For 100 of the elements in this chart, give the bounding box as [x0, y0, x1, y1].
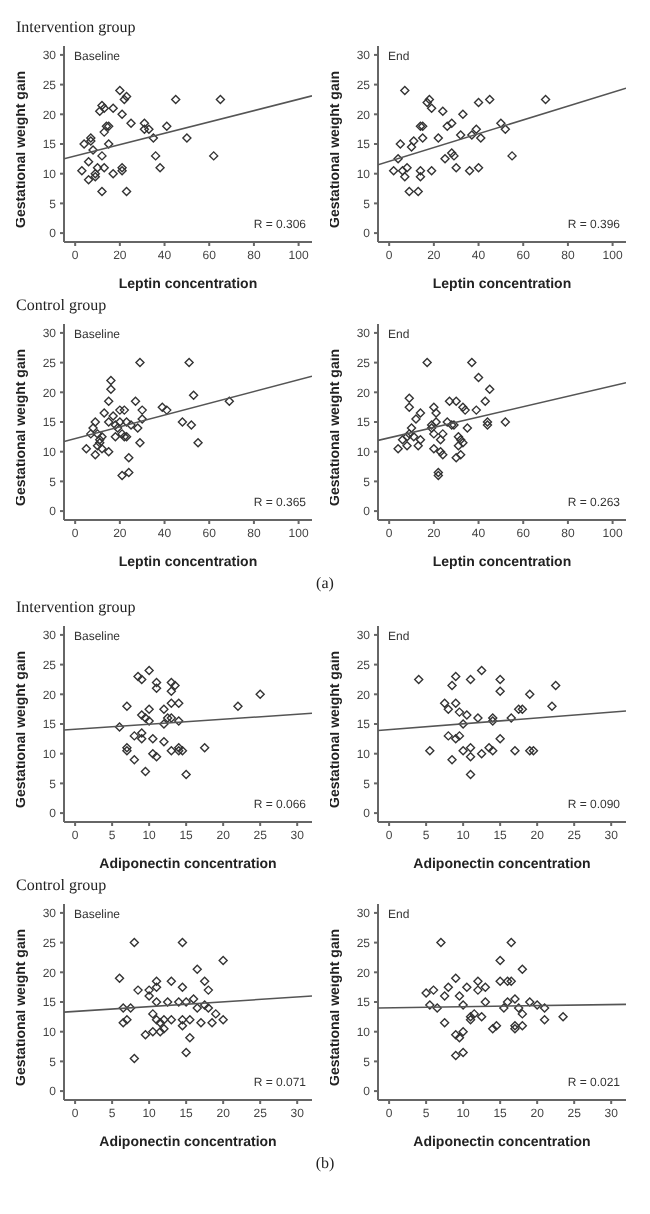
- point: [177, 982, 188, 992]
- point: [117, 109, 127, 119]
- point: [124, 452, 134, 463]
- point: [203, 985, 214, 995]
- point: [97, 444, 107, 454]
- point: [462, 982, 472, 992]
- point: [185, 1032, 195, 1043]
- point: [395, 139, 406, 149]
- point: [162, 713, 173, 723]
- point: [496, 118, 506, 128]
- point: [174, 698, 184, 708]
- point: [192, 1003, 202, 1013]
- point: [506, 976, 516, 986]
- point: [162, 405, 172, 415]
- point: [157, 402, 168, 412]
- point: [92, 163, 103, 173]
- point: [411, 414, 421, 424]
- point: [458, 719, 468, 729]
- point: [208, 151, 219, 161]
- point: [480, 396, 490, 406]
- point: [455, 449, 466, 460]
- point: [500, 124, 511, 134]
- point: [402, 163, 412, 173]
- point: [425, 1000, 435, 1010]
- point: [97, 186, 107, 197]
- point: [137, 405, 147, 415]
- point: [106, 384, 116, 395]
- point: [451, 698, 461, 708]
- point: [99, 163, 109, 173]
- point: [81, 444, 92, 454]
- point: [404, 186, 414, 197]
- point: [88, 423, 98, 433]
- point: [108, 103, 118, 114]
- point: [473, 163, 484, 173]
- point: [465, 674, 476, 685]
- point: [115, 405, 125, 415]
- point: [215, 94, 226, 105]
- point: [495, 674, 505, 685]
- point: [106, 375, 116, 386]
- point: [199, 976, 210, 986]
- point: [488, 746, 498, 756]
- point: [171, 94, 181, 105]
- point: [88, 145, 98, 155]
- point: [539, 1015, 550, 1025]
- point: [476, 1012, 487, 1022]
- point: [458, 1047, 468, 1058]
- point: [218, 1015, 228, 1025]
- point: [502, 976, 513, 986]
- point: [458, 1027, 468, 1037]
- point: [144, 991, 154, 1001]
- point: [108, 411, 118, 421]
- point: [510, 746, 520, 756]
- text: (a): [314, 572, 336, 596]
- point: [455, 130, 466, 140]
- point: [462, 423, 473, 433]
- point: [181, 997, 191, 1007]
- text: (b): [313, 1152, 337, 1176]
- point: [166, 698, 177, 708]
- point: [166, 677, 177, 688]
- point: [188, 390, 199, 400]
- point: [517, 1021, 528, 1031]
- point: [454, 707, 465, 717]
- point: [119, 405, 130, 415]
- point: [199, 743, 210, 753]
- point: [114, 973, 125, 983]
- point: [495, 734, 505, 744]
- point: [199, 1000, 210, 1010]
- point: [140, 713, 151, 723]
- point: [166, 1015, 177, 1025]
- point: [480, 997, 491, 1007]
- point: [465, 751, 476, 762]
- point: [550, 680, 561, 691]
- point: [435, 435, 446, 445]
- point: [397, 435, 408, 445]
- chart-subtitle: Control group: [16, 874, 109, 896]
- point: [77, 166, 87, 176]
- point: [467, 357, 477, 368]
- point: [447, 118, 457, 128]
- point: [177, 746, 188, 756]
- point: [517, 964, 528, 975]
- point: [159, 737, 169, 747]
- point: [177, 417, 188, 427]
- point: [451, 671, 461, 682]
- point: [103, 396, 114, 406]
- point: [525, 997, 535, 1007]
- point: [465, 743, 476, 753]
- point: [196, 1018, 206, 1028]
- point: [453, 441, 464, 451]
- point: [442, 417, 452, 427]
- point: [447, 680, 457, 691]
- point: [148, 734, 158, 744]
- point: [184, 357, 194, 368]
- point: [471, 405, 482, 415]
- point: [400, 171, 410, 182]
- point: [133, 423, 143, 433]
- point: [144, 716, 154, 726]
- point: [443, 982, 454, 992]
- point: [397, 166, 408, 176]
- point: [513, 1003, 524, 1013]
- point: [114, 722, 125, 732]
